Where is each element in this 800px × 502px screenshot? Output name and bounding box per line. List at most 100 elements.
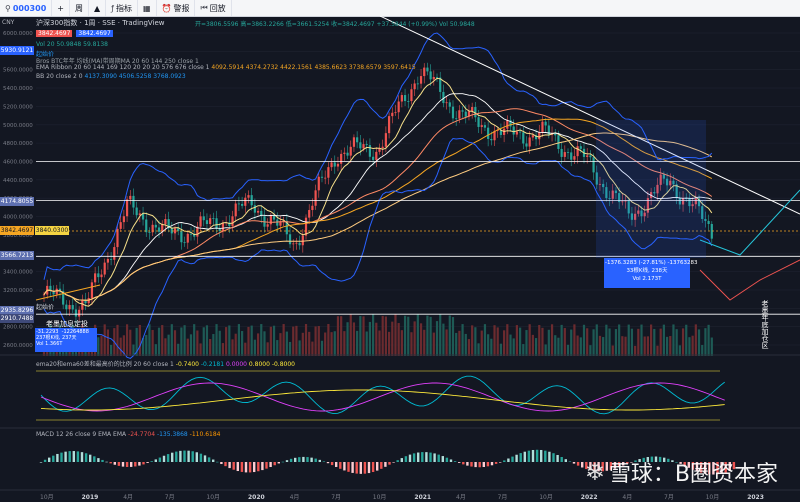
macd-histogram-bar	[326, 462, 330, 464]
candle-body	[461, 110, 464, 112]
candle-style-button[interactable]: ▲	[89, 0, 107, 16]
candle-body	[228, 222, 231, 226]
time-tick-label: 2020	[248, 494, 265, 501]
volume-bar	[471, 325, 474, 356]
macd-histogram-bar	[64, 451, 67, 462]
indicators-button[interactable]: ƒ 指标	[106, 0, 138, 16]
current-price-badge: 3842.4697	[0, 226, 34, 235]
macd-histogram-bar	[175, 451, 178, 462]
volume-bar	[237, 324, 241, 356]
volume-bar	[260, 324, 263, 356]
candle-body	[138, 213, 141, 216]
candle-body	[42, 294, 46, 296]
bb-upper-line	[43, 32, 713, 280]
top-toolbar: ⚲ 000300 + 周 ▲ ƒ 指标 ▦ ⏰ 警报 ⏮ 回放	[0, 0, 800, 17]
plus-button[interactable]: +	[52, 0, 70, 16]
candle-body	[547, 125, 550, 135]
macd-histogram-bar	[630, 462, 633, 463]
volume-bar	[394, 314, 397, 356]
price-tick-label: 3200.0000	[3, 288, 33, 294]
macd-histogram-bar	[556, 454, 559, 462]
macd-histogram-bar	[392, 462, 395, 463]
replay-button[interactable]: ⏮ 回放	[195, 0, 232, 16]
candle-body	[605, 187, 608, 199]
candle-body	[365, 144, 368, 146]
time-tick-label: 4月	[290, 494, 300, 501]
measure-box-left[interactable]: -31.2293 -12264888 237根K线, 237天 Vol 1.36…	[35, 328, 97, 352]
volume-bar	[570, 329, 573, 356]
macd-histogram-bar	[626, 462, 629, 464]
macd-histogram-bar	[540, 449, 543, 462]
candle-body	[269, 215, 272, 225]
macd-histogram-bar	[601, 462, 604, 472]
volume-bar	[544, 344, 547, 356]
volume-bar	[518, 327, 522, 356]
alert-button[interactable]: ⏰ 警报	[157, 0, 196, 16]
candle-body	[483, 125, 487, 128]
macd-histogram-bar	[125, 462, 129, 467]
volume-bar	[170, 324, 173, 356]
volume-bar	[426, 315, 429, 356]
macd-pane	[0, 427, 800, 475]
price-tick-label: 5200.0000	[3, 104, 33, 110]
low-price-badge-2: 2910.7488	[0, 314, 34, 323]
volume-bar	[598, 335, 602, 356]
volume-bar	[432, 332, 435, 356]
candle-body	[656, 184, 659, 194]
candle-body	[119, 222, 122, 229]
macd-histogram-bar	[89, 454, 92, 462]
ema-576-line	[43, 132, 713, 301]
time-tick-label: 2022	[581, 494, 598, 501]
volume-bar	[148, 324, 151, 356]
candle-body	[308, 210, 311, 218]
volume-bar	[132, 344, 135, 356]
interval-button[interactable]: 周	[70, 0, 89, 16]
volume-bar	[669, 336, 672, 356]
exchange-text: SSE	[102, 19, 116, 27]
macd-histogram-bar	[523, 451, 526, 462]
time-tick-label: 2019	[82, 494, 99, 501]
candle-body	[618, 193, 621, 203]
volume-bar	[589, 345, 592, 356]
candle-body	[122, 216, 125, 223]
macd-histogram-bar	[609, 462, 613, 470]
candle-body	[164, 219, 167, 225]
volume-bar	[675, 329, 678, 356]
candle-body	[260, 210, 263, 217]
volume-bar	[177, 343, 180, 356]
volume-bar	[253, 339, 256, 356]
ask-chip[interactable]: 3842.4697	[76, 30, 113, 37]
candle-body	[62, 291, 65, 305]
candle-body	[448, 102, 451, 107]
osc-v1: -0.7400	[175, 361, 199, 368]
price-tick-label: 6000.0000	[3, 31, 33, 37]
macd-histogram-bar	[683, 462, 686, 466]
time-tick-label: 7月	[331, 494, 341, 501]
volume-bar	[125, 324, 129, 356]
bb-legend: BB 20 close 2 0 4137.3090 4506.5258 3768…	[36, 73, 186, 80]
candle-body	[630, 213, 634, 220]
candle-body	[378, 148, 381, 152]
volume-bar	[330, 332, 333, 356]
macd-histogram-bar	[298, 457, 301, 462]
macd-histogram-bar	[613, 462, 617, 469]
macd-histogram-bar	[650, 456, 654, 462]
candle-body	[100, 274, 103, 278]
volume-bar	[378, 330, 381, 356]
measure-box-right[interactable]: -1376.3283 (-27.81%) -13763283 33根K线, 23…	[604, 258, 697, 288]
volume-bar	[547, 329, 550, 356]
volume-bar	[282, 324, 285, 356]
macd-histogram-bar	[158, 457, 162, 462]
layout-button[interactable]: ▦	[138, 0, 157, 16]
macd-histogram-bar	[138, 462, 141, 466]
macd-histogram-bar	[277, 462, 280, 464]
symbol-title: 沪深300指数 · 1周 · SSE · TradingView	[36, 19, 165, 27]
volume-bar	[161, 325, 164, 356]
macd-histogram-bar	[306, 457, 309, 462]
volume-bar	[566, 344, 570, 356]
bid-chip[interactable]: 3842.4697	[36, 30, 73, 37]
candle-body	[202, 216, 205, 221]
candle-body	[288, 234, 292, 245]
symbol-search[interactable]: ⚲ 000300	[0, 0, 53, 16]
candle-body	[490, 138, 493, 141]
